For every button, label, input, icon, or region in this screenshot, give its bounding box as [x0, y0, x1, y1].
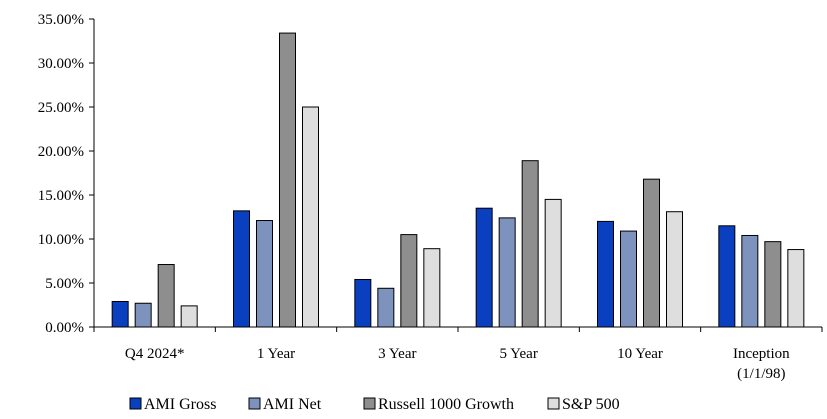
y-tick-label: 0.00%	[45, 320, 84, 336]
y-tick-label: 20.00%	[38, 144, 84, 160]
bar	[423, 248, 441, 328]
legend-swatch	[547, 397, 560, 410]
y-tick-label: 5.00%	[45, 276, 84, 292]
bar	[180, 305, 198, 328]
x-tick-label: 1 Year	[257, 346, 295, 362]
bar	[764, 241, 782, 328]
bars-group	[111, 32, 805, 328]
y-tick-label: 15.00%	[38, 188, 84, 204]
y-tick-label: 30.00%	[38, 56, 84, 72]
bar	[111, 300, 129, 328]
x-tick-label: 5 Year	[499, 346, 537, 362]
x-tick-label: Inception (1/1/98)	[733, 346, 790, 382]
bar	[302, 106, 319, 328]
y-tick-label: 10.00%	[38, 232, 84, 248]
bar	[400, 234, 418, 328]
bar	[666, 211, 683, 328]
bar	[475, 207, 493, 328]
legend-label: S&P 500	[562, 396, 620, 413]
legend-label: Russell 1000 Growth	[378, 396, 514, 413]
bar	[134, 302, 152, 328]
bar	[279, 32, 296, 328]
y-axis: 0.00% 5.00% 10.00% 15.00% 20.00% 25.00% 30.00%…	[38, 12, 94, 336]
bar	[377, 287, 395, 328]
bar	[544, 198, 562, 328]
x-axis: Q4 2024* 1 Year 3 Year 5 Year 10 Year Incepti…	[125, 346, 790, 382]
x-tick-label: 3 Year	[378, 346, 416, 362]
legend-label: AMI Net	[263, 396, 322, 413]
bar	[256, 220, 273, 328]
bar	[643, 178, 660, 328]
bar	[354, 278, 372, 328]
bar	[157, 264, 175, 328]
legend: AMI Gross AMI Net Russell 1000 Growth S&P 5…	[129, 396, 620, 413]
bar	[620, 230, 637, 328]
axes-lines	[93, 19, 823, 332]
x-tick-label: Q4 2024*	[125, 346, 185, 362]
legend-swatch	[129, 397, 142, 410]
bar	[521, 160, 539, 328]
x-tick-label: 10 Year	[617, 346, 663, 362]
bar	[787, 249, 805, 328]
y-tick-label: 25.00%	[38, 100, 84, 116]
y-tick-label: 35.00%	[38, 12, 84, 28]
bar	[498, 217, 516, 328]
bar	[597, 220, 614, 328]
bar	[718, 225, 736, 328]
bar	[233, 210, 250, 328]
legend-swatch	[363, 397, 376, 410]
legend-label: AMI Gross	[144, 396, 216, 413]
legend-swatch	[248, 397, 261, 410]
bar	[741, 234, 759, 328]
